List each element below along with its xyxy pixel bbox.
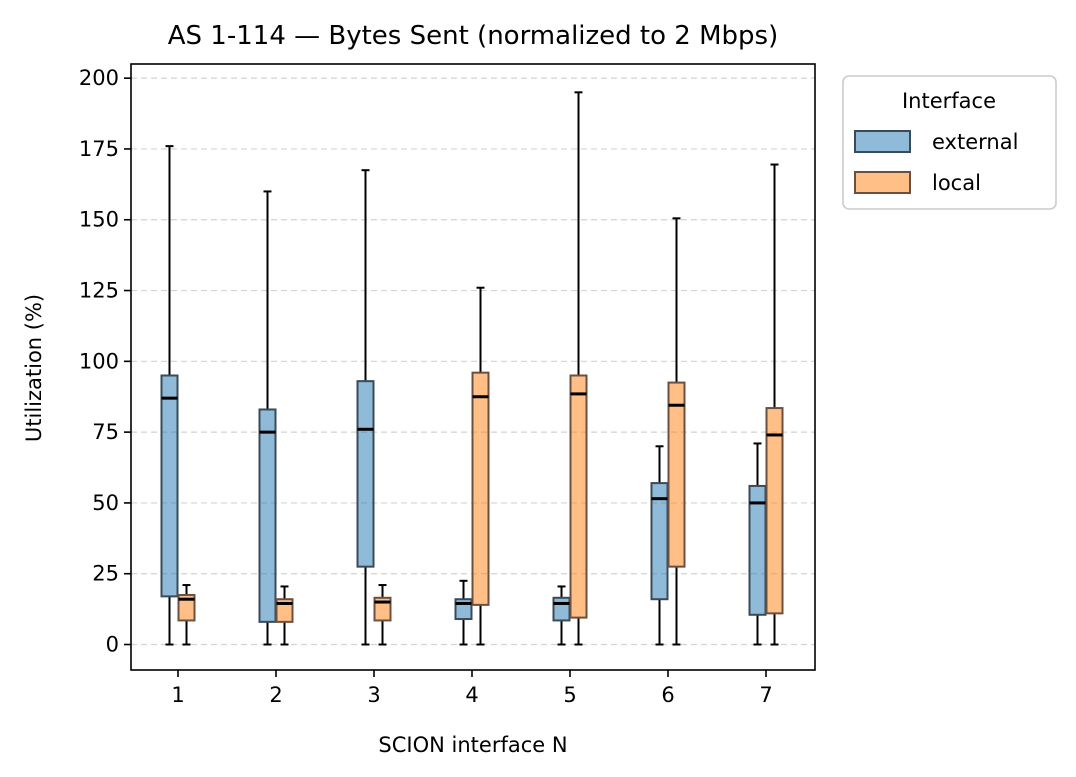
x-tick-label: 3 <box>367 683 380 707</box>
box-iqr <box>765 407 784 615</box>
box-iqr <box>667 381 686 568</box>
x-axis-ticks: 1 2 3 4 5 6 7 <box>171 670 773 707</box>
box-iqr <box>160 374 179 598</box>
box-external-2 <box>258 190 277 646</box>
box-external-5 <box>552 585 571 646</box>
x-tick-label: 7 <box>759 683 772 707</box>
chart-title: AS 1-114 — Bytes Sent (normalized to 2 M… <box>168 21 778 51</box>
box-iqr <box>177 593 196 622</box>
y-tick-label: 175 <box>79 137 119 161</box>
box-iqr <box>471 371 490 606</box>
box-external-7 <box>748 442 767 646</box>
box-local-5 <box>569 91 588 646</box>
box-local-1 <box>177 584 196 646</box>
y-tick-label: 75 <box>92 420 119 444</box>
box-iqr <box>569 374 588 619</box>
legend-label-local: local <box>932 171 981 195</box>
y-axis-ticks: 0 25 50 75 100 125 150 175 200 <box>79 66 131 657</box>
box-external-4 <box>454 579 473 646</box>
box-iqr <box>748 484 767 616</box>
y-tick-label: 100 <box>79 349 119 373</box>
legend-swatch-local <box>854 171 911 194</box>
box-local-6 <box>667 217 686 646</box>
x-axis-label: SCION interface N <box>378 733 567 757</box>
box-iqr <box>552 596 571 622</box>
y-tick-label: 0 <box>106 633 119 657</box>
box-external-6 <box>650 445 669 646</box>
box-local-7 <box>765 163 784 646</box>
box-iqr <box>258 408 277 623</box>
y-tick-label: 50 <box>92 491 119 515</box>
legend-swatch-external <box>854 130 911 153</box>
x-tick-label: 1 <box>171 683 184 707</box>
x-tick-label: 5 <box>563 683 576 707</box>
legend-title: Interface <box>902 89 996 113</box>
box-local-3 <box>373 584 392 646</box>
x-tick-label: 2 <box>269 683 282 707</box>
y-tick-label: 150 <box>79 208 119 232</box>
x-tick-label: 6 <box>661 683 674 707</box>
grid-lines <box>131 77 815 646</box>
box-iqr <box>356 380 375 568</box>
y-tick-label: 125 <box>79 279 119 303</box>
box-external-3 <box>356 169 375 646</box>
plot-frame <box>130 63 816 671</box>
y-axis-label: Utilization (%) <box>22 294 46 442</box>
x-tick-label: 4 <box>465 683 478 707</box>
y-tick-label: 25 <box>92 562 119 586</box>
box-local-4 <box>471 286 490 646</box>
legend: Interface external local <box>842 75 1057 210</box>
y-tick-label: 200 <box>79 66 119 90</box>
box-iqr <box>650 482 669 601</box>
box-external-1 <box>160 145 179 646</box>
legend-label-external: external <box>932 130 1018 154</box>
box-local-2 <box>275 585 294 646</box>
box-plot-series <box>160 91 784 646</box>
